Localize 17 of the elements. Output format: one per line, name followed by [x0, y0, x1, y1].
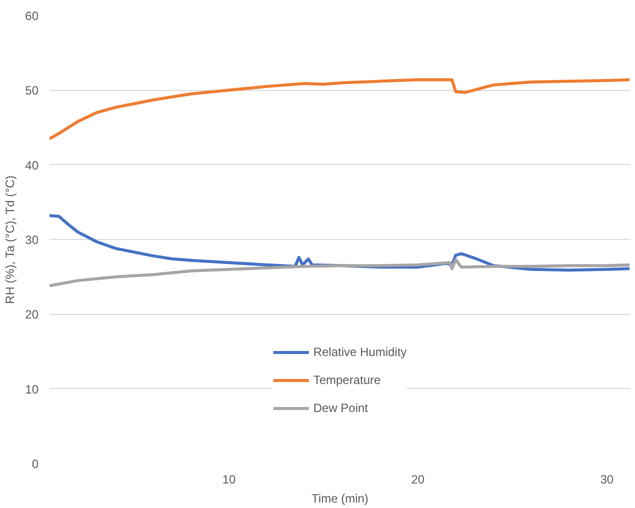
y-tick-label: 60 [25, 9, 39, 23]
y-tick-label: 10 [25, 382, 39, 396]
legend-label: Dew Point [313, 401, 368, 415]
x-axis-title: Time (min) [312, 492, 368, 506]
legend-label: Relative Humidity [313, 345, 407, 359]
line-series [50, 78, 630, 140]
x-tick-label: 30 [600, 472, 614, 486]
x-tick-label: 20 [411, 472, 425, 486]
y-tick-label: 50 [25, 84, 39, 98]
y-tick-label: 0 [32, 457, 39, 471]
y-tick-label: 30 [25, 233, 39, 247]
y-tick-label: 40 [25, 158, 39, 172]
legend-label: Temperature [313, 373, 381, 387]
line-series [50, 258, 630, 288]
y-axis-title: RH (%), Ta (°C), Td (°C) [3, 175, 18, 304]
x-tick-label: 10 [222, 472, 236, 486]
y-tick-label: 20 [25, 308, 39, 322]
